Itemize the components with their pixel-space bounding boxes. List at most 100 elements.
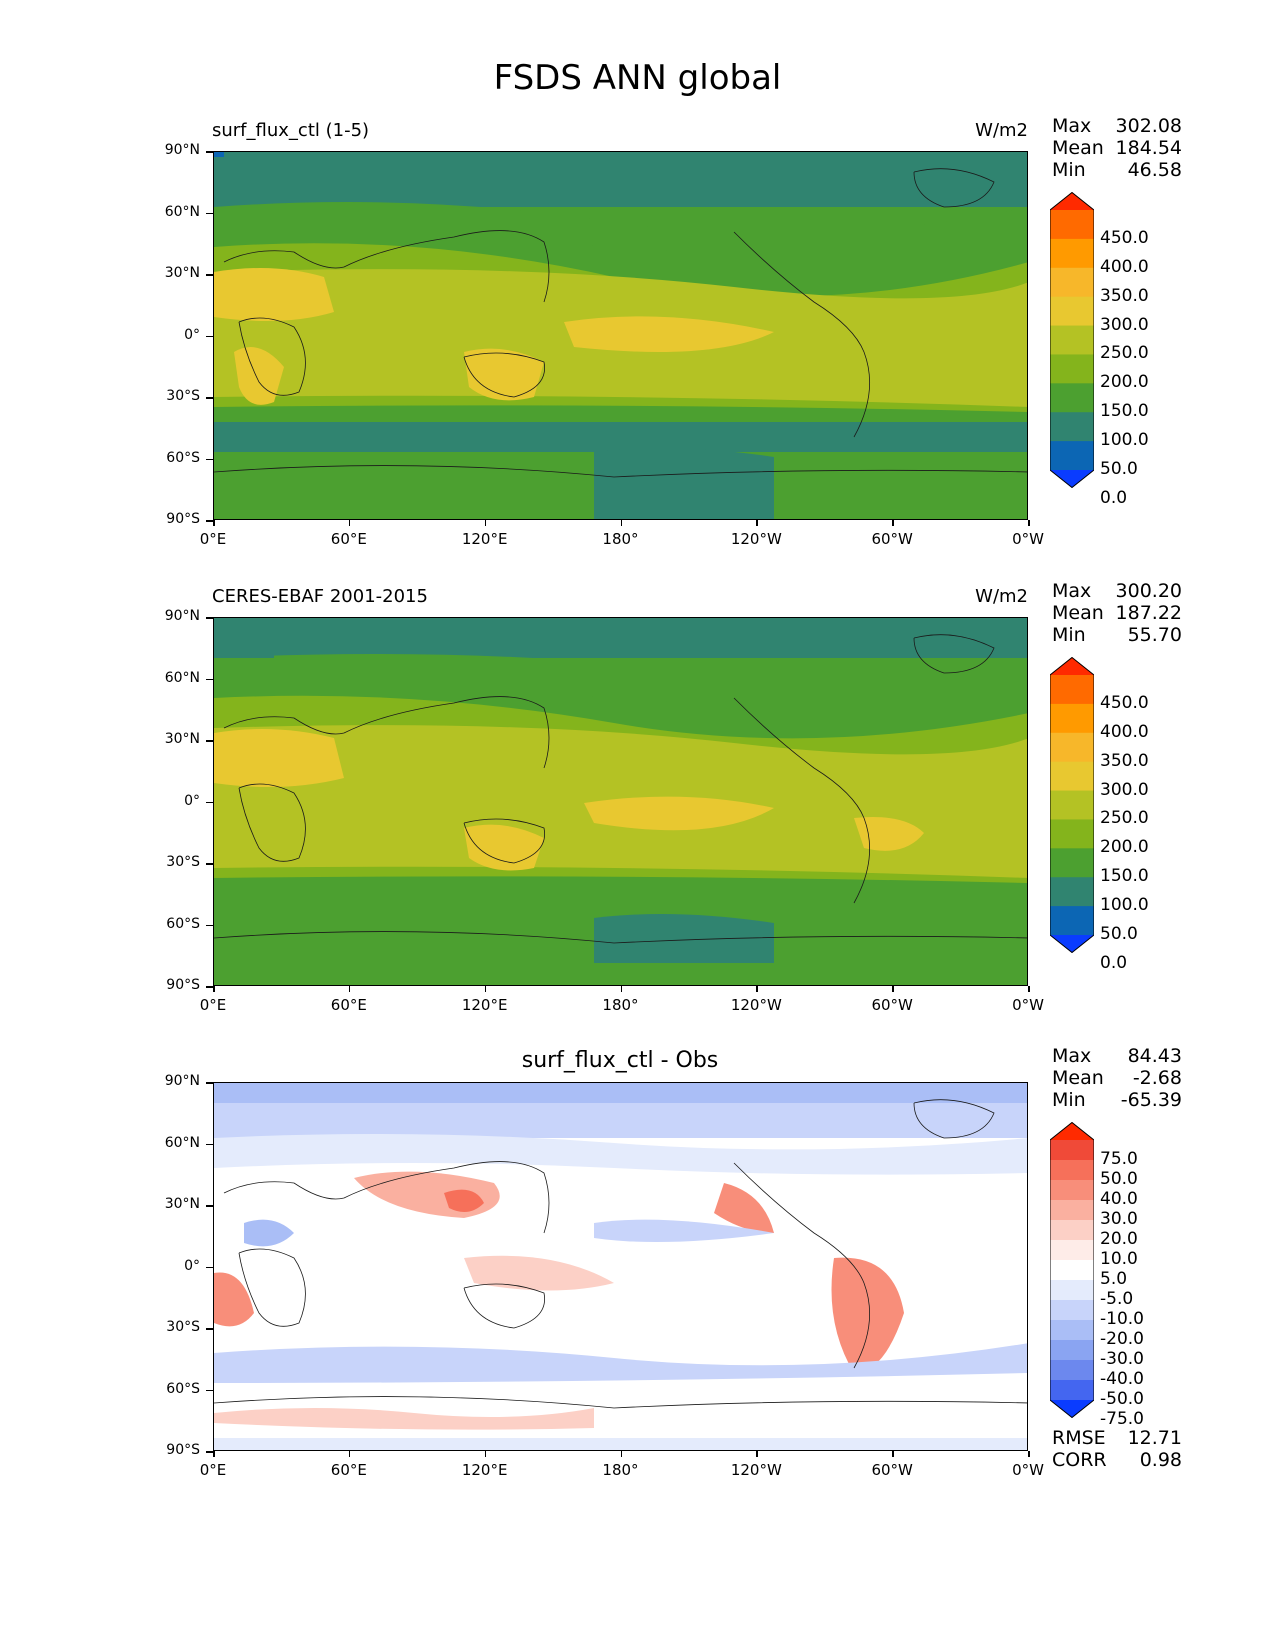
x-tick-mark [1028, 1451, 1030, 1457]
colorbar-swatch [1050, 1180, 1094, 1201]
colorbar-label: -75.0 [1100, 1409, 1144, 1429]
y-tick-mark [206, 274, 213, 276]
y-tick-mark [206, 986, 213, 988]
colorbar-label: 50.0 [1100, 924, 1138, 944]
stat-min: 55.70 [1127, 624, 1182, 646]
x-tick-label: 0°W [1012, 996, 1044, 1014]
stat-label: CORR [1052, 1449, 1107, 1471]
y-tick-mark [206, 458, 213, 460]
y-tick-label: 60°N [164, 669, 200, 686]
stat-mean: 187.22 [1115, 602, 1182, 624]
colorbar-label: 300.0 [1100, 779, 1149, 800]
rmse-corr-block: RMSE 12.71 CORR 0.98 [1052, 1427, 1182, 1471]
map-area [213, 617, 1028, 986]
colorbar-swatch [1050, 238, 1094, 269]
x-tick-mark [484, 520, 487, 526]
y-tick-mark [206, 617, 213, 619]
y-tick-label: 60°S [166, 449, 200, 466]
colorbar-swatch [1050, 383, 1094, 413]
colorbar-swatch [1050, 819, 1094, 849]
x-tick-label: 60°W [871, 530, 913, 548]
x-tick-mark [892, 1451, 894, 1457]
y-tick-mark [206, 1266, 213, 1268]
colorbar-extend-min [1050, 470, 1094, 488]
units-label: W/m2 [975, 120, 1028, 141]
colorbar-label: 75.0 [1100, 1149, 1138, 1169]
y-tick-label: 30°S [166, 854, 200, 870]
x-tick-mark [213, 986, 215, 992]
x-tick-mark [348, 986, 351, 992]
x-tick-label: 0°E [199, 996, 227, 1014]
x-tick-label: 60°W [871, 1461, 913, 1479]
colorbar-label: 250.0 [1100, 808, 1149, 829]
colorbar-label: 200.0 [1100, 837, 1149, 858]
x-tick-mark [756, 1451, 758, 1457]
y-tick-label: 60°S [166, 1380, 200, 1397]
stat-label: RMSE [1052, 1427, 1106, 1449]
stat-corr: 0.98 [1139, 1449, 1182, 1471]
map-area [213, 151, 1028, 520]
colorbar-label: 150.0 [1100, 401, 1149, 422]
colorbar-swatch [1050, 761, 1094, 792]
colorbar-label: 10.0 [1100, 1249, 1138, 1269]
y-tick-mark [206, 1328, 213, 1330]
stat-max: 302.08 [1115, 115, 1182, 137]
colorbar-swatch [1050, 703, 1094, 734]
stat-max: 84.43 [1127, 1045, 1182, 1067]
colorbar-swatch [1050, 1220, 1094, 1241]
y-tick-label: 90°S [166, 1442, 200, 1458]
stat-label: Max [1052, 580, 1092, 602]
colorbar-label: 300.0 [1100, 314, 1149, 335]
colorbar-swatch [1050, 732, 1094, 763]
stat-label: Mean [1052, 602, 1104, 624]
x-tick-label: 120°E [461, 530, 508, 548]
y-tick-label: 90°S [166, 511, 200, 527]
colorbar-scale [1050, 1122, 1094, 1418]
y-tick-label: 30°N [164, 1196, 200, 1212]
stat-label: Min [1052, 624, 1086, 646]
y-tick-label: 60°S [166, 915, 200, 932]
colorbar-label: 450.0 [1100, 692, 1149, 713]
units-label: W/m2 [975, 586, 1028, 607]
y-tick-label: 0° [184, 326, 200, 343]
figure-title: FSDS ANN global [493, 58, 782, 98]
x-tick-label: 120°W [730, 996, 782, 1014]
x-tick-label: 120°W [730, 530, 782, 548]
coastlines [214, 1099, 1027, 1409]
x-tick-mark [756, 986, 758, 992]
x-tick-mark [892, 986, 894, 992]
x-tick-mark [348, 520, 351, 526]
stats-block: Max 302.08 Mean 184.54 Min 46.58 [1052, 115, 1182, 181]
x-tick-label: 120°W [730, 1461, 782, 1479]
colorbar-swatch [1050, 1200, 1094, 1221]
colorbar-label: 400.0 [1100, 721, 1149, 742]
colorbar-swatch [1050, 1240, 1094, 1261]
y-tick-mark [206, 212, 213, 214]
y-tick-label: 90°N [164, 1073, 200, 1089]
colorbar-swatch [1050, 1340, 1094, 1361]
x-tick-label: 60°W [871, 996, 913, 1014]
colorbar-swatch [1050, 267, 1094, 298]
colorbar-extend-max [1050, 657, 1094, 675]
panel-title: CERES-EBAF 2001-2015 [212, 586, 428, 607]
colorbar-swatch [1050, 1280, 1094, 1301]
y-tick-mark [206, 801, 213, 803]
colorbar-label: 30.0 [1100, 1209, 1138, 1229]
map-diff [214, 1083, 1027, 1450]
colorbar-extend-max [1050, 192, 1094, 210]
x-tick-mark [620, 1451, 622, 1457]
colorbar-outline [1050, 1122, 1094, 1418]
colorbar-label: 350.0 [1100, 750, 1149, 771]
colorbar-label: 400.0 [1100, 256, 1149, 277]
x-tick-mark [756, 520, 758, 526]
x-tick-label: 0°E [199, 530, 227, 548]
colorbar-label: -5.0 [1100, 1289, 1134, 1309]
y-tick-mark [206, 924, 213, 926]
y-tick-mark [206, 1205, 213, 1207]
stat-label: Min [1052, 159, 1086, 181]
panel-title: surf_flux_ctl - Obs [521, 1048, 719, 1073]
x-tick-label: 0°W [1012, 1461, 1044, 1479]
stat-mean: 184.54 [1115, 137, 1182, 159]
coastlines [214, 168, 1027, 478]
x-tick-label: 60°E [330, 530, 367, 548]
